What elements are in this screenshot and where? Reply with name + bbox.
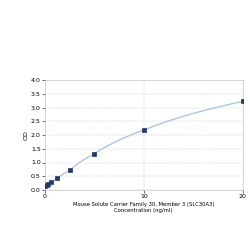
- X-axis label: Mouse Solute Carrier Family 30, Member 3 (SLC30A3)
Concentration (ng/ml): Mouse Solute Carrier Family 30, Member 3…: [73, 202, 215, 213]
- Y-axis label: OD: OD: [23, 130, 28, 140]
